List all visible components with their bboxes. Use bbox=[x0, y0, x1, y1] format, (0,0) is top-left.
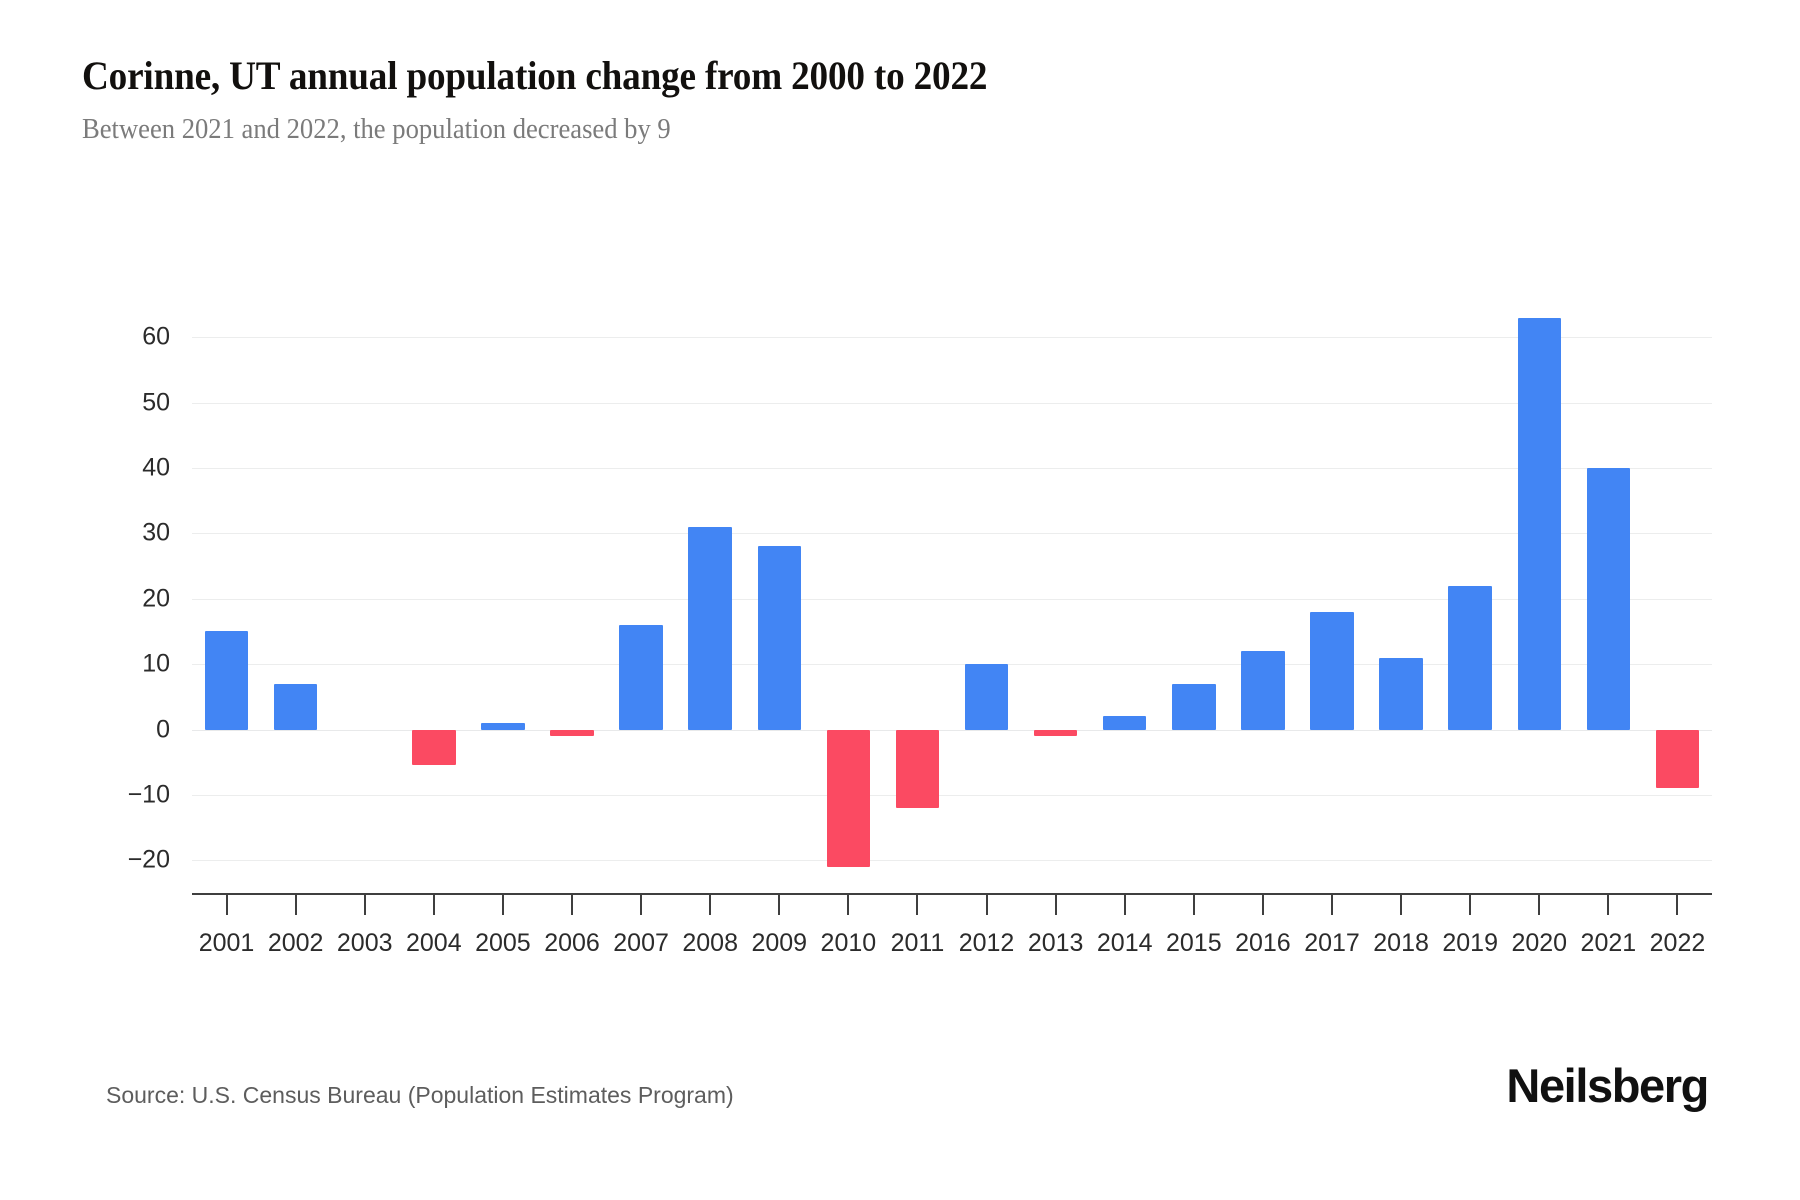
y-axis-tick-label: 0 bbox=[156, 715, 170, 744]
y-axis-tick-label: 20 bbox=[142, 584, 170, 613]
x-axis-tick-label: 2007 bbox=[613, 929, 669, 957]
x-axis-tick-label: 2002 bbox=[267, 929, 324, 957]
bar[interactable] bbox=[757, 546, 802, 730]
bar[interactable] bbox=[273, 683, 318, 730]
bar[interactable] bbox=[1102, 716, 1147, 730]
bar[interactable] bbox=[204, 631, 249, 730]
x-axis-tick-label: 2011 bbox=[890, 929, 945, 957]
bar[interactable] bbox=[619, 624, 663, 730]
x-axis-tick-label: 2008 bbox=[682, 929, 738, 957]
brand-logo: Neilsberg bbox=[1506, 1059, 1709, 1112]
x-axis-tick-mark bbox=[363, 893, 366, 915]
bar[interactable] bbox=[895, 729, 940, 808]
y-axis-tick-label: −10 bbox=[127, 780, 170, 809]
x-axis-tick-mark bbox=[709, 893, 712, 915]
page-title: Corinne, UT annual population change fro… bbox=[82, 53, 988, 98]
bar[interactable] bbox=[1241, 651, 1285, 730]
y-axis-tick-label: 10 bbox=[142, 649, 170, 678]
x-axis-tick-mark bbox=[1331, 893, 1333, 915]
gridline bbox=[192, 860, 1712, 862]
x-axis-tick-label: 2022 bbox=[1649, 929, 1706, 957]
bar[interactable] bbox=[412, 729, 456, 766]
source-note: Source: U.S. Census Bureau (Population E… bbox=[106, 1082, 734, 1108]
gridline bbox=[192, 794, 1712, 796]
gridline bbox=[192, 598, 1712, 600]
bar[interactable] bbox=[688, 526, 732, 730]
x-axis-tick-label: 2010 bbox=[820, 929, 877, 957]
x-axis-tick-mark bbox=[1538, 893, 1541, 915]
x-axis-tick-label: 2006 bbox=[544, 929, 600, 957]
gridline bbox=[192, 402, 1712, 404]
bar[interactable] bbox=[1655, 729, 1700, 789]
x-axis-tick-label: 2015 bbox=[1166, 929, 1222, 957]
y-axis-tick-label: 50 bbox=[142, 388, 170, 417]
x-axis-tick-mark bbox=[847, 893, 850, 915]
x-axis-tick-mark bbox=[1054, 893, 1057, 915]
x-axis-tick-mark bbox=[778, 893, 781, 915]
x-axis-tick-label: 2018 bbox=[1373, 929, 1429, 957]
x-axis-tick-label: 2003 bbox=[336, 929, 393, 957]
x-axis-tick-mark bbox=[640, 893, 643, 915]
x-axis-tick-label: 2020 bbox=[1511, 929, 1568, 957]
y-axis-tick-label: 30 bbox=[142, 518, 170, 547]
gridline bbox=[192, 664, 1712, 666]
bar[interactable] bbox=[826, 729, 871, 867]
plot-area: −20 −10 0 10 20 30 40 50 60 bbox=[128, 298, 1712, 893]
x-axis-tick-mark bbox=[1469, 893, 1472, 915]
bar[interactable] bbox=[964, 664, 1009, 730]
x-axis-tick-mark bbox=[501, 893, 504, 915]
bar[interactable] bbox=[1172, 683, 1216, 730]
x-axis-tick-label: 2019 bbox=[1442, 929, 1498, 957]
x-axis-tick-mark bbox=[1123, 893, 1126, 915]
x-axis-tick-mark bbox=[294, 893, 297, 915]
y-axis-tick-label: 60 bbox=[142, 322, 170, 351]
gridline bbox=[192, 729, 1712, 731]
x-axis-tick-label: 2012 bbox=[958, 929, 1015, 957]
x-axis-tick-mark bbox=[1400, 893, 1403, 915]
x-axis-tick-mark bbox=[1676, 893, 1679, 915]
x-axis-tick-mark bbox=[571, 893, 573, 915]
x-axis-tick-mark bbox=[985, 893, 988, 915]
gridline bbox=[192, 337, 1712, 339]
bar[interactable] bbox=[550, 729, 594, 737]
x-axis-tick-mark bbox=[916, 893, 919, 915]
x-axis-tick-mark bbox=[225, 893, 228, 915]
bar[interactable] bbox=[1310, 611, 1354, 730]
x-axis-tick-label: 2001 bbox=[198, 929, 255, 957]
x-axis-tick-label: 2004 bbox=[406, 929, 462, 957]
x-axis-tick-label: 2013 bbox=[1027, 929, 1084, 957]
x-axis-tick-mark bbox=[432, 893, 435, 915]
gridline bbox=[192, 468, 1712, 469]
x-axis-tick-label: 2009 bbox=[751, 929, 808, 957]
x-axis-tick-label: 2005 bbox=[475, 929, 531, 957]
bar-series bbox=[192, 298, 1712, 893]
x-axis-line bbox=[192, 893, 1712, 895]
bar[interactable] bbox=[1586, 468, 1631, 730]
x-axis-tick-label: 2021 bbox=[1580, 929, 1637, 957]
bar[interactable] bbox=[1448, 585, 1492, 730]
x-axis-tick-label: 2016 bbox=[1235, 929, 1291, 957]
x-axis-tick-mark bbox=[1261, 893, 1264, 915]
gridline bbox=[192, 533, 1712, 535]
y-axis-tick-label: −20 bbox=[127, 845, 170, 874]
x-axis-ticks: 2001 2002 2003 2004 2005 2006 2007 2008 2009 2010… bbox=[192, 893, 1712, 963]
x-axis-tick-mark bbox=[1192, 893, 1195, 915]
bar[interactable] bbox=[1379, 657, 1423, 730]
chart-header: Corinne, UT annual population change fro… bbox=[82, 52, 1722, 147]
bar[interactable] bbox=[481, 723, 525, 730]
chart-subtitle: Between 2021 and 2022, the population de… bbox=[82, 114, 671, 146]
x-axis-tick-label: 2014 bbox=[1096, 929, 1153, 957]
bar[interactable] bbox=[1517, 317, 1562, 730]
x-axis-tick-label: 2017 bbox=[1304, 929, 1360, 957]
x-axis-tick-mark bbox=[1607, 893, 1610, 915]
y-axis-tick-label: 40 bbox=[142, 453, 170, 482]
bar[interactable] bbox=[1033, 729, 1078, 737]
